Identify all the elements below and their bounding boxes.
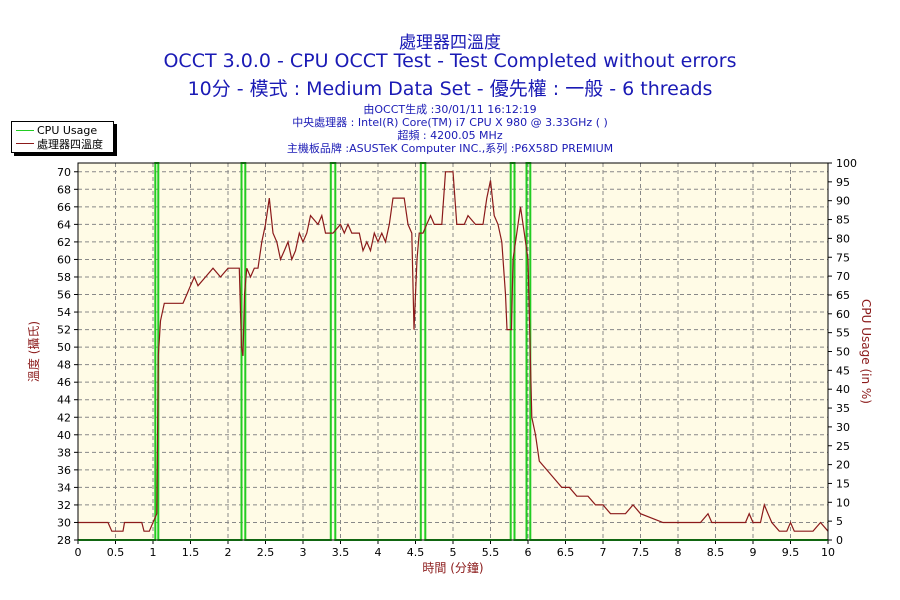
x-tick-label: 2.5 — [257, 546, 275, 559]
series-line-temperature — [78, 171, 829, 532]
y-left-tick-label: 70 — [57, 166, 71, 179]
chart-subtitle-mode: 10分 - 模式 : Medium Data Set - 優先權 : 一般 - … — [187, 78, 713, 100]
x-tick-label: 10 — [821, 546, 835, 559]
x-tick-label: 9 — [750, 546, 757, 559]
y-left-tick-label: 36 — [57, 464, 71, 477]
y-right-tick-label: 50 — [836, 346, 850, 359]
chart-title: 處理器四溫度 — [399, 33, 501, 53]
y-left-tick-label: 58 — [57, 271, 71, 284]
y-right-tick-label: 65 — [836, 289, 850, 302]
legend-label-temp: 處理器四溫度 — [37, 137, 103, 151]
x-axis-label: 時間 (分鐘) — [422, 560, 483, 575]
y-left-tick-label: 68 — [57, 183, 71, 196]
y-left-tick-label: 54 — [57, 306, 71, 319]
x-tick-label: 4.5 — [407, 546, 425, 559]
legend-label-cpu-usage: CPU Usage — [37, 124, 98, 137]
y-right-tick-label: 60 — [836, 308, 850, 321]
y-right-tick-label: 80 — [836, 232, 850, 245]
y-left-tick-label: 52 — [57, 324, 71, 337]
legend-item-cpu-usage: CPU Usage — [16, 124, 97, 137]
y-left-tick-label: 28 — [57, 534, 71, 547]
y-left-tick-label: 38 — [57, 446, 71, 459]
x-tick-label: 8.5 — [707, 546, 725, 559]
y-right-tick-label: 90 — [836, 195, 850, 208]
legend-swatch-temp — [16, 143, 34, 144]
y-right-tick-label: 95 — [836, 176, 850, 189]
y-left-tick-label: 46 — [57, 376, 71, 389]
y-left-tick-label: 34 — [57, 481, 71, 494]
plot-background — [78, 163, 828, 540]
x-tick-label: 0 — [75, 546, 82, 559]
y-right-tick-label: 30 — [836, 421, 850, 434]
y-right-tick-label: 55 — [836, 327, 850, 340]
y-right-tick-label: 100 — [836, 157, 857, 170]
plot-frame — [77, 162, 829, 541]
x-tick-label: 7.5 — [632, 546, 650, 559]
info-motherboard: 主機板品牌 :ASUSTeK Computer INC.,系列 :P6X58D … — [286, 142, 614, 155]
legend-item-temp: 處理器四溫度 — [16, 137, 103, 151]
y-right-tick-label: 70 — [836, 270, 850, 283]
y-right-tick-label: 75 — [836, 251, 850, 264]
y-left-tick-label: 32 — [57, 499, 71, 512]
info-cpu: 中央處理器 : Intel(R) Core(TM) i7 CPU X 980 @… — [292, 116, 608, 129]
legend-swatch-cpu-usage — [16, 130, 34, 131]
y-right-tick-label: 35 — [836, 402, 850, 415]
y-left-tick-label: 40 — [57, 429, 71, 442]
y-right-tick-label: 15 — [836, 477, 850, 490]
y-left-tick-label: 62 — [57, 236, 71, 249]
y-right-tick-label: 5 — [836, 515, 843, 528]
x-tick-label: 6 — [525, 546, 532, 559]
x-tick-label: 5.5 — [482, 546, 500, 559]
y-left-tick-label: 60 — [57, 253, 71, 266]
y-left-tick-label: 48 — [57, 359, 71, 372]
x-tick-label: 0.5 — [107, 546, 125, 559]
y-axis-label-right: CPU Usage (in %) — [859, 299, 873, 404]
info-overclock: 超頻 : 4200.05 MHz — [397, 129, 503, 142]
y-right-tick-label: 45 — [836, 364, 850, 377]
y-left-tick-label: 56 — [57, 289, 71, 302]
x-tick-label: 1 — [150, 546, 157, 559]
y-left-tick-label: 64 — [57, 218, 71, 231]
x-tick-label: 3 — [300, 546, 307, 559]
y-axis-label-left: 溫度 (攝氏) — [26, 321, 41, 382]
x-tick-label: 5 — [450, 546, 457, 559]
x-tick-label: 6.5 — [557, 546, 575, 559]
y-right-tick-label: 10 — [836, 496, 850, 509]
y-right-tick-label: 20 — [836, 459, 850, 472]
system-info: 由OCCT生成 :30/01/11 16:12:19 中央處理器 : Intel… — [0, 103, 900, 155]
legend: CPU Usage 處理器四溫度 — [11, 121, 114, 153]
y-left-tick-label: 42 — [57, 411, 71, 424]
y-right-tick-label: 25 — [836, 440, 850, 453]
x-tick-label: 9.5 — [782, 546, 800, 559]
chart-subtitle: OCCT 3.0.0 - CPU OCCT Test - Test Comple… — [163, 50, 737, 72]
y-left-tick-label: 30 — [57, 516, 71, 529]
y-left-tick-label: 50 — [57, 341, 71, 354]
x-tick-label: 2 — [225, 546, 232, 559]
info-generated: 由OCCT生成 :30/01/11 16:12:19 — [363, 103, 537, 116]
y-left-tick-label: 44 — [57, 394, 71, 407]
y-right-tick-label: 40 — [836, 383, 850, 396]
y-left-tick-label: 66 — [57, 201, 71, 214]
y-right-tick-label: 0 — [836, 534, 843, 547]
x-tick-label: 7 — [600, 546, 607, 559]
x-tick-label: 1.5 — [182, 546, 200, 559]
x-tick-label: 8 — [675, 546, 682, 559]
x-tick-label: 3.5 — [332, 546, 350, 559]
x-tick-label: 4 — [375, 546, 382, 559]
y-right-tick-label: 85 — [836, 214, 850, 227]
